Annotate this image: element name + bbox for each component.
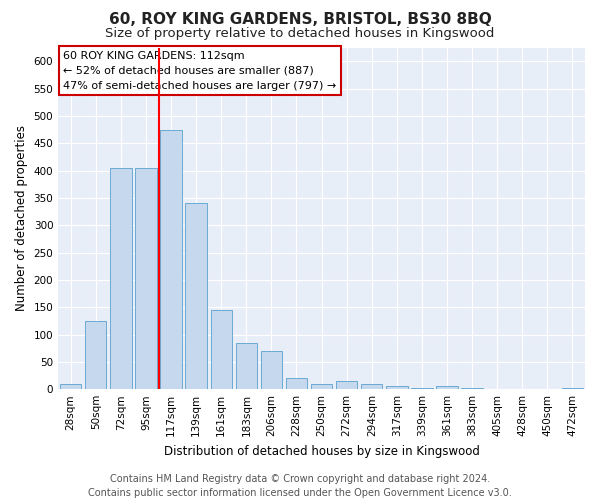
Text: 60 ROY KING GARDENS: 112sqm
← 52% of detached houses are smaller (887)
47% of se: 60 ROY KING GARDENS: 112sqm ← 52% of det… (64, 51, 337, 90)
X-axis label: Distribution of detached houses by size in Kingswood: Distribution of detached houses by size … (164, 444, 479, 458)
Bar (461, 388, 483, 389)
Text: Contains HM Land Registry data © Crown copyright and database right 2024.
Contai: Contains HM Land Registry data © Crown c… (88, 474, 512, 498)
Bar (110, 168, 131, 389)
Bar (261, 351, 282, 389)
Text: 60, ROY KING GARDENS, BRISTOL, BS30 8BQ: 60, ROY KING GARDENS, BRISTOL, BS30 8BQ (109, 12, 491, 28)
Bar (185, 204, 207, 389)
Bar (160, 130, 182, 389)
Y-axis label: Number of detached properties: Number of detached properties (15, 126, 28, 312)
Bar (336, 381, 358, 389)
Bar (436, 386, 458, 389)
Bar (311, 384, 332, 389)
Bar (562, 388, 583, 389)
Bar (236, 342, 257, 389)
Bar (386, 386, 407, 389)
Text: Size of property relative to detached houses in Kingswood: Size of property relative to detached ho… (106, 28, 494, 40)
Bar (136, 168, 157, 389)
Bar (60, 384, 82, 389)
Bar (286, 378, 307, 389)
Bar (361, 384, 382, 389)
Bar (211, 310, 232, 389)
Bar (411, 388, 433, 389)
Bar (85, 321, 106, 389)
